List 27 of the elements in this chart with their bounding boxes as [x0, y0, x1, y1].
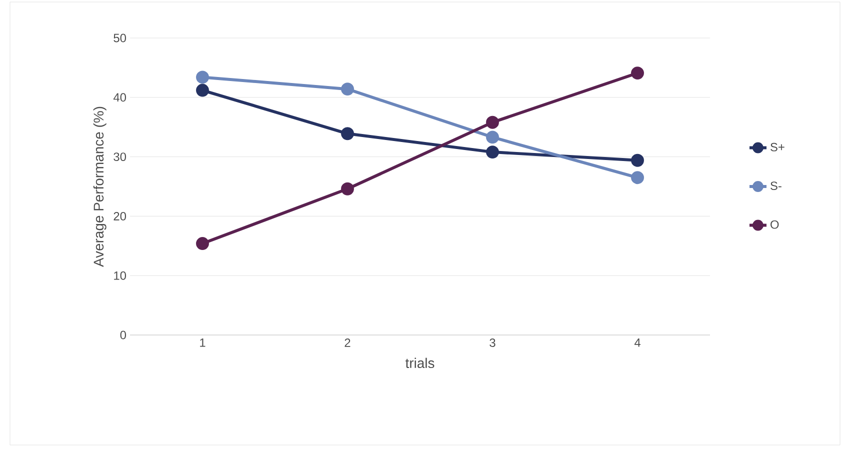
x-axis-title: trials	[406, 358, 434, 368]
point	[196, 84, 209, 97]
x-tick-label: 4	[634, 338, 640, 347]
y-tick-label: 20	[114, 212, 126, 220]
point	[341, 182, 354, 196]
y-tick-label: 30	[114, 152, 126, 162]
point	[196, 237, 209, 250]
y-tick-label: 40	[113, 93, 126, 102]
point	[486, 116, 499, 129]
point	[341, 127, 354, 140]
x-tick-label: 2	[344, 338, 350, 347]
point	[486, 146, 499, 159]
y-tick-label: 0	[120, 330, 126, 340]
point	[631, 66, 644, 80]
x-tick-label: 1	[200, 338, 206, 347]
legend-label: S+	[770, 142, 784, 152]
point	[341, 82, 354, 96]
point	[631, 171, 644, 184]
point	[196, 70, 209, 84]
y-axis-title: Average Performance (%)	[93, 106, 106, 267]
x-tick-label: 3	[490, 338, 496, 347]
point	[631, 154, 644, 167]
y-tick-label: 10	[114, 271, 126, 280]
legend-label: O	[770, 220, 779, 229]
legend-label: S-	[770, 182, 782, 190]
point	[486, 130, 499, 144]
y-tick-label: 50	[114, 34, 126, 42]
